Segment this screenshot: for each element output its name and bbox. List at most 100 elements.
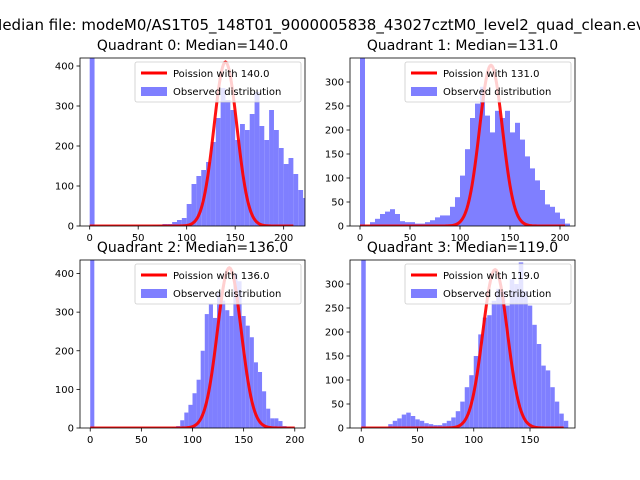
legend-box xyxy=(404,263,572,305)
y-tick-label: 100 xyxy=(325,174,344,185)
histogram-bar xyxy=(424,423,429,428)
legend-line-label: Poission with 140.0 xyxy=(173,69,269,80)
histogram-bar xyxy=(464,387,470,428)
poisson-line xyxy=(361,267,564,428)
subplot-title: Quadrant 0: Median=140.0 xyxy=(97,38,288,54)
histogram-bar xyxy=(478,334,483,428)
histogram-bar xyxy=(196,379,201,428)
subplot-title: Quadrant 3: Median=119.0 xyxy=(367,240,558,256)
histogram-bar xyxy=(446,420,452,428)
histogram-bar xyxy=(541,365,546,428)
y-tick-label: 100 xyxy=(55,182,74,193)
legend-box xyxy=(134,61,302,103)
y-tick-label: 300 xyxy=(325,280,344,291)
subplot-title: Quadrant 2: Median=136.0 xyxy=(97,240,288,256)
y-tick-label: 250 xyxy=(325,102,344,113)
histogram-bar xyxy=(220,88,226,226)
legend-bar-label: Observed distribution xyxy=(173,289,281,300)
legend-line-label: Poission with 119.0 xyxy=(443,271,539,282)
histogram-bar xyxy=(249,337,254,428)
legend-box xyxy=(134,263,302,305)
histogram-bar xyxy=(554,401,560,428)
histogram-bar xyxy=(184,412,189,428)
x-tick-label: 50 xyxy=(411,435,424,446)
histogram-bar xyxy=(392,420,398,428)
histogram-bar xyxy=(380,214,385,226)
histogram-bar xyxy=(283,164,289,226)
histogram-bar xyxy=(244,130,250,226)
y-tick-label: 400 xyxy=(55,62,74,73)
x-tick-label: 100 xyxy=(464,435,483,446)
histogram-bar xyxy=(293,174,299,226)
histogram-bar xyxy=(523,291,528,428)
legend: Poission with 119.0 Observed distribution xyxy=(404,263,572,305)
y-tick-label: 200 xyxy=(55,346,74,357)
x-tick-label: 0 xyxy=(358,435,364,446)
histogram-bar xyxy=(525,156,530,226)
x-tick-label: 100 xyxy=(183,435,202,446)
poisson-line xyxy=(90,265,295,428)
histogram-bar xyxy=(510,132,515,226)
histogram-bar xyxy=(230,110,236,226)
histogram-bar xyxy=(540,190,545,226)
histogram-bar xyxy=(375,218,380,226)
histogram-bar xyxy=(475,103,480,226)
y-tick-label: 300 xyxy=(325,78,344,89)
histogram-bar xyxy=(455,411,461,428)
histogram-bar xyxy=(180,420,185,428)
x-tick-label: 150 xyxy=(226,233,245,244)
histogram-bar xyxy=(410,416,416,428)
histogram-bar xyxy=(530,168,535,226)
histogram-bar xyxy=(249,114,255,226)
histogram-bar xyxy=(332,225,337,226)
histogram-bar xyxy=(451,417,456,428)
y-tick-label: 200 xyxy=(325,126,344,137)
histogram-bar xyxy=(278,148,284,226)
histogram-bar xyxy=(430,220,435,226)
x-tick-label: 0 xyxy=(87,435,93,446)
histogram-bar xyxy=(440,215,445,226)
legend: Poission with 140.0 Observed distribution xyxy=(134,61,302,103)
histogram-bar xyxy=(269,110,274,226)
y-tick-label: 50 xyxy=(331,198,344,209)
histogram-bar xyxy=(536,344,542,428)
histogram-bar xyxy=(210,142,216,226)
histogram-bar xyxy=(253,362,258,428)
observed-bars xyxy=(361,260,569,428)
histogram-bar xyxy=(442,423,447,428)
histogram-bar xyxy=(563,420,569,428)
histogram-bar xyxy=(500,291,506,428)
x-tick-label: 100 xyxy=(450,233,469,244)
histogram-bar xyxy=(385,211,390,226)
legend-bar-label: Observed distribution xyxy=(173,87,281,98)
histogram-bar xyxy=(206,162,211,226)
y-tick-label: 100 xyxy=(55,385,74,396)
histogram-bar xyxy=(278,421,283,428)
y-tick-label: 0 xyxy=(68,424,74,435)
legend-bar-swatch xyxy=(141,87,167,96)
histogram-bar xyxy=(208,304,213,428)
histogram-bar xyxy=(419,420,425,428)
histogram-bar xyxy=(550,206,555,226)
histogram-bar xyxy=(545,204,550,226)
figure-suptitle: Median file: modeM0/AS1T05_148T01_900000… xyxy=(0,16,640,35)
histogram-bar xyxy=(313,216,318,226)
histogram-bar xyxy=(266,408,271,428)
histogram-bar xyxy=(455,197,460,226)
histogram-bar xyxy=(559,413,564,428)
y-tick-label: 200 xyxy=(325,328,344,339)
legend-line-label: Poission with 136.0 xyxy=(173,271,269,282)
histogram-bar xyxy=(233,273,238,428)
histogram-bar xyxy=(270,418,275,428)
histogram-bar xyxy=(405,222,410,226)
histogram-bar xyxy=(327,225,332,226)
subplot-quadrant-2: 0 50 100 150 200 0 100 200 300 400 Quadrant 2: Med… xyxy=(55,240,306,446)
y-tick-label: 0 xyxy=(68,222,74,233)
histogram-bar xyxy=(545,370,551,428)
histogram-bar xyxy=(395,214,400,226)
x-tick-label: 100 xyxy=(177,233,196,244)
histogram-bar xyxy=(322,223,327,226)
histogram-bar xyxy=(262,391,267,428)
histogram-bar xyxy=(217,292,222,428)
